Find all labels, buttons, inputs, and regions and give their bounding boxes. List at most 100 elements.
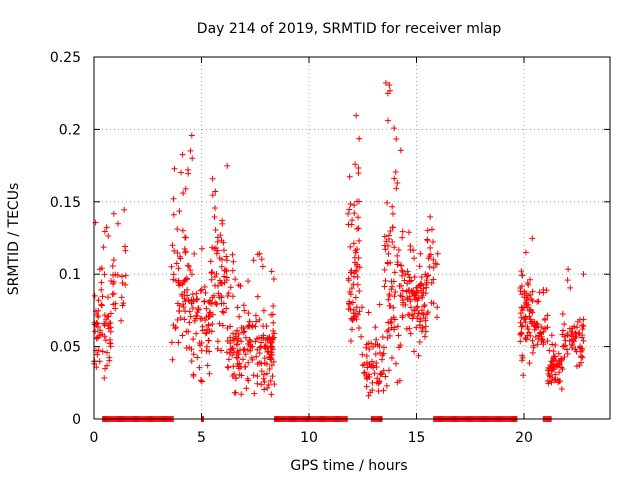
y-tick-label: 0.05 [50,340,81,356]
data-point [421,333,428,340]
data-point [230,363,237,370]
data-point [424,272,431,279]
data-point [262,336,269,343]
data-point [579,332,586,339]
data-point [185,263,192,270]
data-point [564,277,571,284]
data-point [205,322,212,329]
data-point [381,233,388,240]
data-point [529,337,536,344]
data-point [527,316,534,323]
data-point [245,310,252,317]
data-point [347,291,354,298]
plot-frame [93,56,611,420]
x-axis: 0 5 10 15 20 [90,57,533,446]
data-point [230,336,237,343]
data-point [245,322,252,329]
data-point [91,292,98,299]
data-point [428,279,435,286]
data-point [106,354,113,361]
data-point [385,250,392,257]
data-point [109,263,116,270]
data-point [564,330,571,337]
data-point [180,304,187,311]
data-point [568,328,575,335]
data-point [348,221,355,228]
data-point [230,258,237,265]
data-point [388,286,395,293]
data-point [548,379,555,386]
data-point [527,332,534,339]
data-point [526,307,533,314]
data-point [365,392,372,399]
data-point [170,211,177,218]
data-point [428,226,435,233]
data-point [385,242,392,249]
data-point [256,350,263,357]
data-point [229,293,236,300]
data-point [175,339,182,346]
data-point [250,257,257,264]
data-point [198,339,205,346]
data-point [417,283,424,290]
data-point [176,302,183,309]
data-point [549,357,556,364]
data-point [245,278,252,285]
data-point [185,328,192,335]
data-point [382,373,389,380]
data-point [541,325,548,332]
data-point [387,318,394,325]
data-point [529,235,536,242]
data-point [554,362,561,369]
data-point [170,276,177,283]
data-point [345,277,352,284]
data-point [383,238,390,245]
data-point [237,282,244,289]
data-point [522,249,529,256]
data-point [579,326,586,333]
data-point [529,297,536,304]
y-tick-label: 0.15 [50,195,81,211]
data-point [386,332,393,339]
data-point [411,274,418,281]
data-point [105,322,112,329]
data-point [409,311,416,318]
data-point [225,290,232,297]
data-point [269,373,276,380]
data-point [376,378,383,385]
data-point [386,291,393,298]
data-point [110,280,117,287]
data-point [548,358,555,365]
data-point [399,228,406,235]
data-point [361,370,368,377]
data-point [182,185,189,192]
data-point [399,297,406,304]
data-point [380,387,387,394]
data-point [572,346,579,353]
data-point [120,300,127,307]
data-point [265,381,272,388]
data-point [425,309,432,316]
data-point [227,284,234,291]
data-point [92,321,99,328]
data-point [190,351,197,358]
data-point [102,337,109,344]
x-tick-label: 15 [408,430,426,446]
data-point [388,316,395,323]
data-point [406,325,413,332]
data-point [404,280,411,287]
data-point [517,319,524,326]
data-point [385,319,392,326]
data-point [213,301,220,308]
data-point [205,337,212,344]
data-point [545,370,552,377]
data-point [525,281,532,288]
data-point [258,256,265,263]
data-point [174,226,181,233]
data-point [199,378,206,385]
data-point [574,324,581,331]
data-point [218,280,225,287]
data-point [346,173,353,180]
data-point [223,277,230,284]
data-point [381,283,388,290]
